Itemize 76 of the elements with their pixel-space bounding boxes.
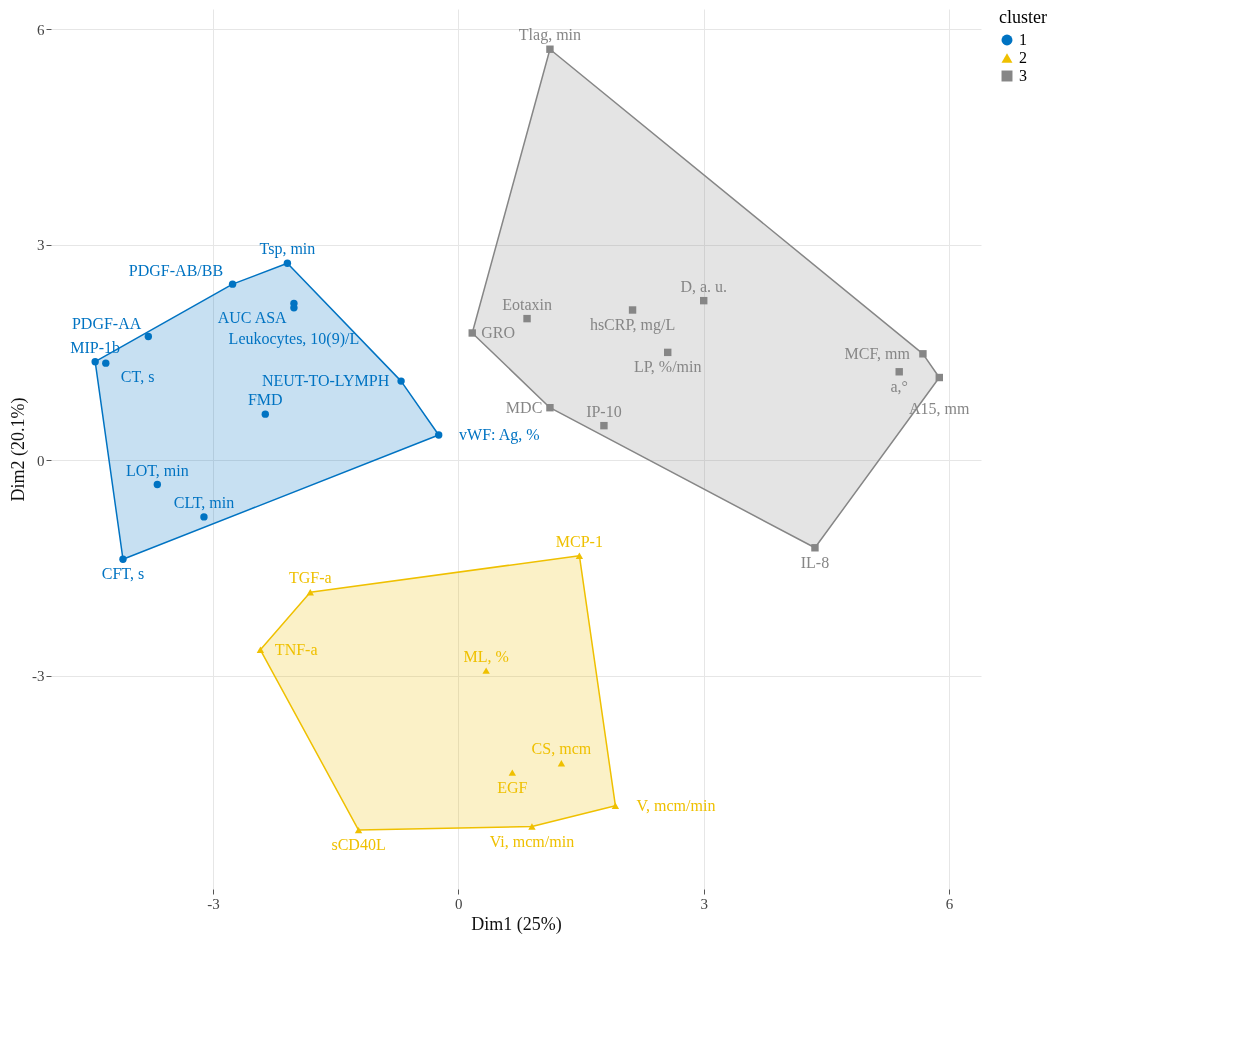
y-tick-label: 3 — [37, 237, 45, 254]
point — [397, 377, 405, 385]
point — [144, 332, 153, 341]
point — [261, 410, 270, 418]
point — [600, 421, 608, 430]
data-label: MDC — [505, 398, 543, 416]
data-label: a,° — [890, 377, 908, 395]
data-label: Leukocytes, 10(9)/L — [228, 329, 360, 348]
point — [200, 513, 208, 521]
point — [306, 589, 314, 596]
point — [102, 359, 110, 367]
data-label: PDGF-AB/BB — [128, 262, 224, 280]
x-tick-label: 6 — [945, 895, 954, 912]
point — [811, 544, 819, 552]
x-tick-label: -3 — [207, 895, 220, 912]
x-tick-label: 3 — [700, 895, 708, 912]
data-label: IL-8 — [800, 553, 830, 571]
data-label: V, mcm/min — [636, 796, 716, 814]
data-label: Tlag, min — [518, 26, 582, 45]
data-label: MCP-1 — [555, 532, 603, 550]
legend-label: 1 — [1019, 31, 1027, 48]
data-label: MCF, mm — [844, 344, 911, 362]
x-tick-label: 0 — [455, 895, 463, 912]
data-label: AUC ASA — [217, 308, 288, 326]
point — [919, 350, 927, 358]
legend-title: cluster — [999, 7, 1047, 27]
point — [611, 802, 620, 809]
point — [468, 329, 476, 337]
data-label: NEUT-TO-LYMPH — [261, 372, 390, 390]
point — [628, 306, 637, 314]
data-label: CLT, min — [173, 493, 235, 511]
y-tick-label: 0 — [37, 452, 45, 469]
point — [91, 358, 99, 366]
data-label: CS, mcm — [531, 740, 592, 758]
data-label: TGF-a — [288, 569, 332, 587]
y-tick-label: 6 — [37, 21, 45, 38]
data-label: IP-10 — [586, 402, 622, 420]
legend-label: 2 — [1019, 49, 1027, 66]
data-label: Vi, mcm/min — [489, 832, 575, 850]
y-axis-title: Dim2 (20.1%) — [8, 397, 29, 502]
data-label: LP, %/min — [633, 358, 702, 376]
point — [153, 480, 162, 489]
point — [256, 646, 265, 653]
data-label: FMD — [247, 391, 283, 409]
point — [508, 769, 517, 776]
point — [354, 826, 363, 834]
point — [119, 555, 127, 563]
legend-label: 3 — [1019, 67, 1027, 84]
point — [435, 431, 443, 439]
point — [528, 823, 536, 830]
data-label: hsCRP, mg/L — [589, 316, 676, 334]
data-label: MIP-1b — [70, 338, 121, 356]
point — [482, 667, 490, 674]
point — [290, 304, 298, 312]
point — [546, 45, 554, 53]
data-label: CFT, s — [101, 565, 145, 583]
data-label: GRO — [481, 323, 516, 341]
data-label: sCD40L — [331, 836, 386, 854]
data-label: vWF: Ag, % — [459, 425, 540, 444]
data-label: ML, % — [463, 647, 509, 665]
point — [546, 403, 554, 412]
data-label: CT, s — [120, 368, 155, 386]
x-axis-title: Dim1 (25%) — [471, 913, 562, 935]
data-label: Eotaxin — [502, 295, 552, 313]
point — [575, 552, 584, 559]
point — [523, 314, 531, 323]
y-tick-label: -3 — [32, 668, 45, 685]
point — [283, 259, 292, 267]
data-label: D, a. u. — [680, 277, 728, 295]
data-label: TNF-a — [274, 640, 318, 658]
point — [228, 280, 237, 288]
data-label: EGF — [497, 778, 528, 796]
data-label: PDGF-AA — [71, 314, 142, 332]
data-label: Tsp, min — [259, 240, 316, 259]
data-label: LOT, min — [125, 461, 189, 479]
point — [895, 368, 903, 376]
